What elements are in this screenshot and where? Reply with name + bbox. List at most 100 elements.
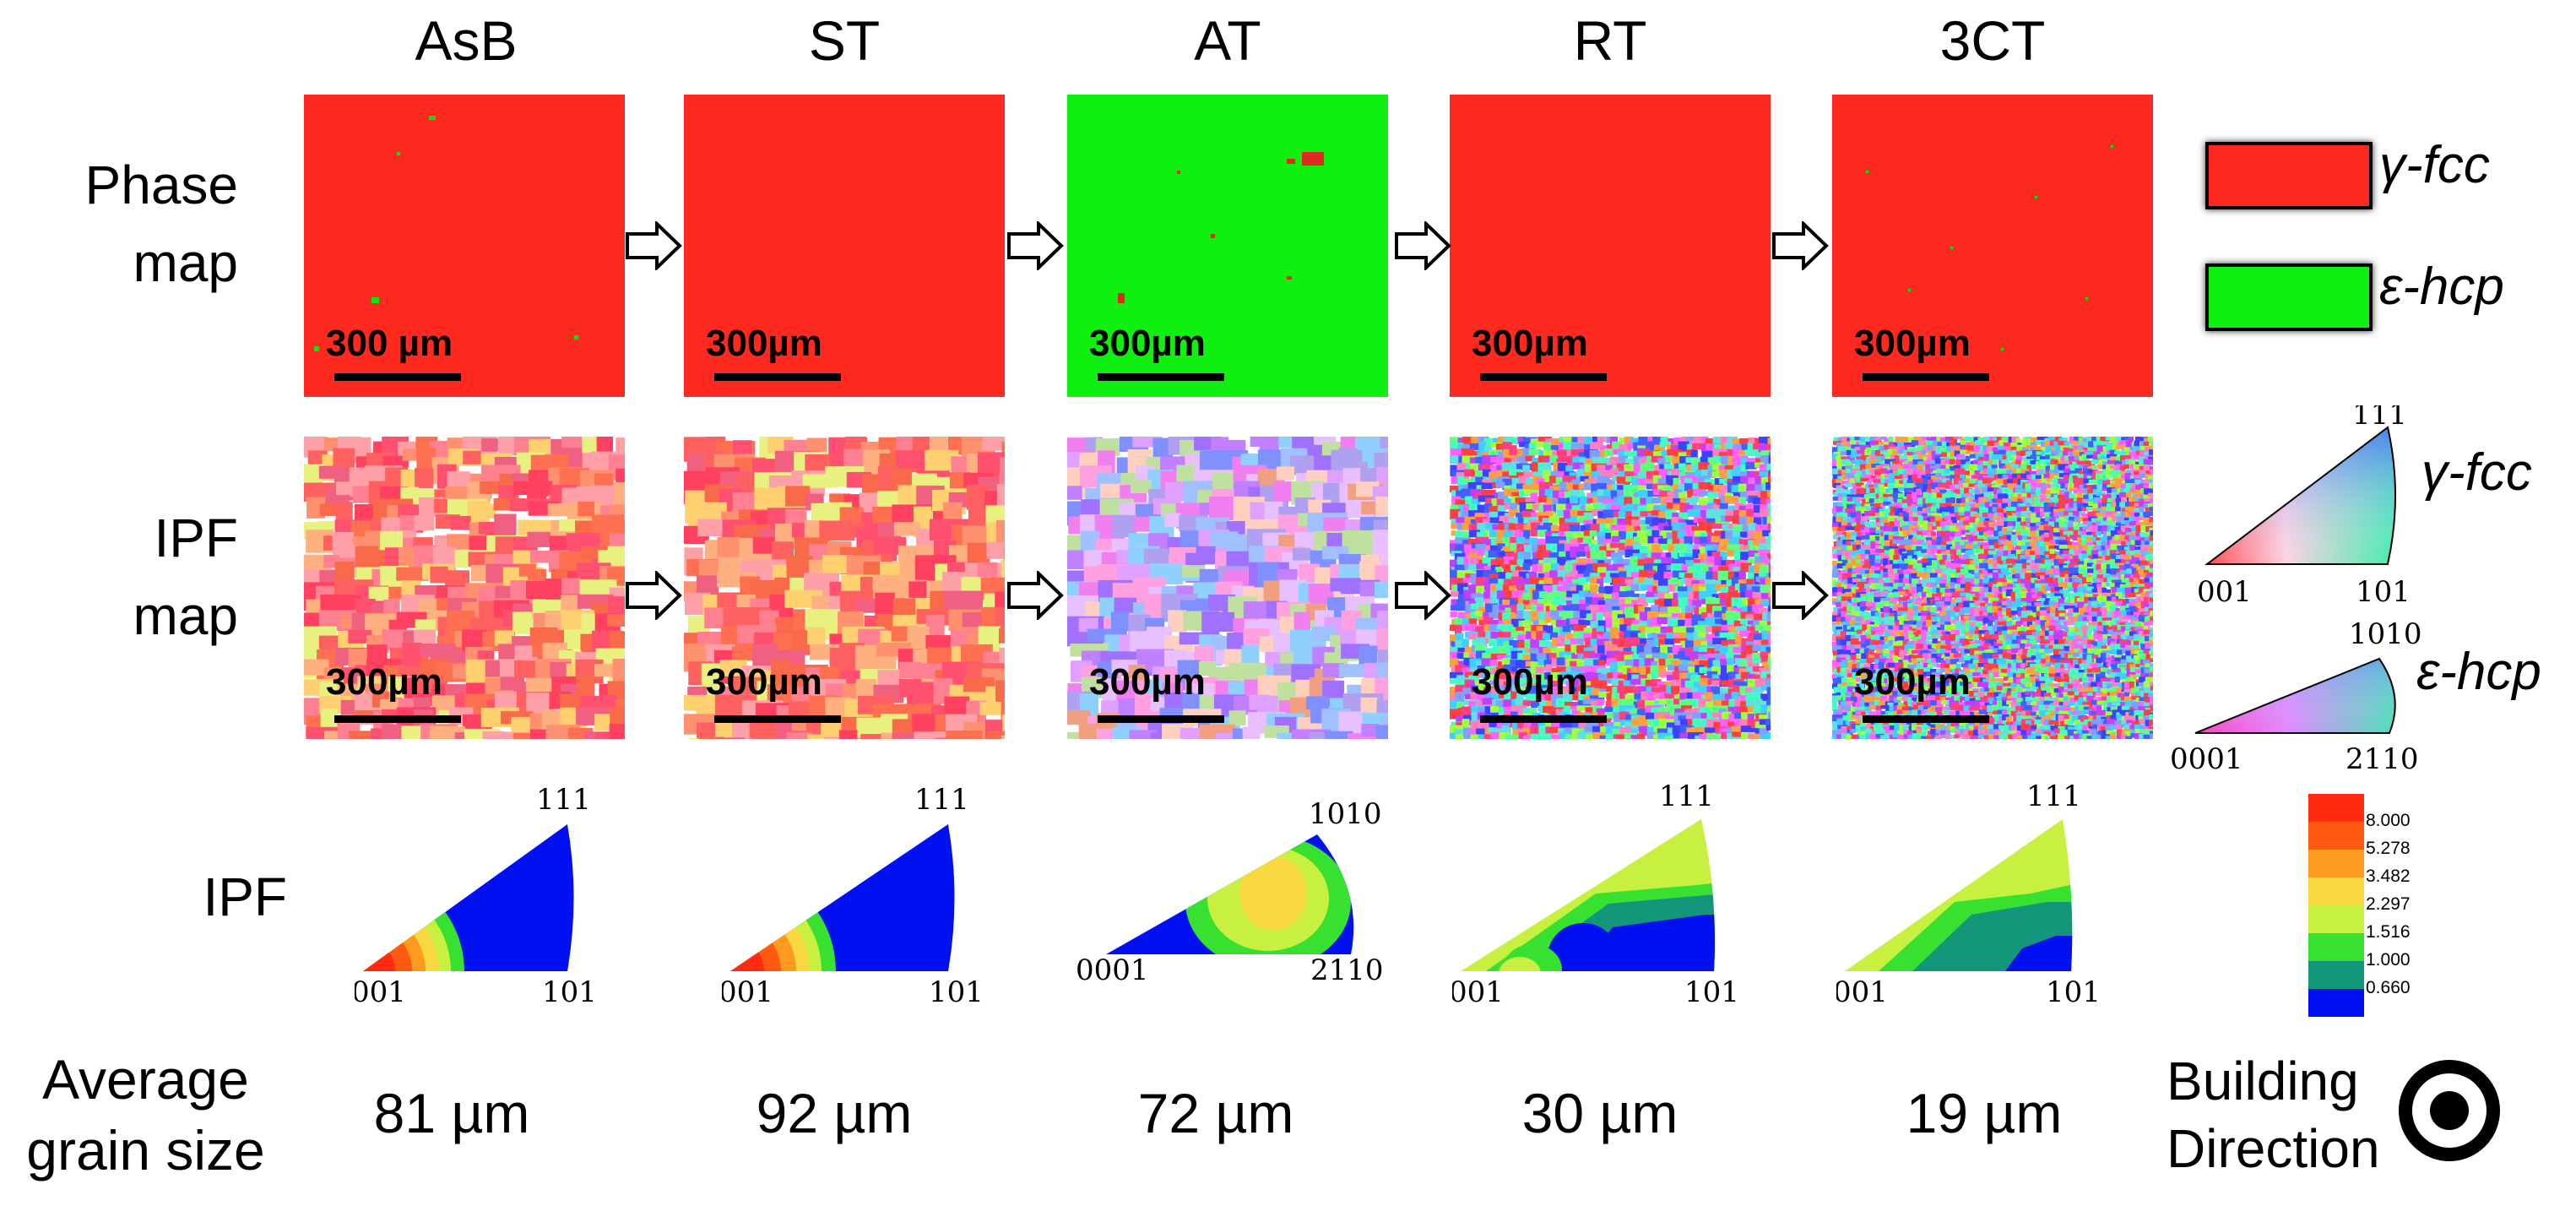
grain: [1944, 437, 1952, 444]
grain: [2149, 516, 2153, 524]
row-label-ipf: IPF: [203, 866, 287, 927]
grain: [1888, 526, 1899, 535]
grain: [1664, 593, 1673, 602]
grain: [1861, 530, 1866, 537]
grain: [1679, 719, 1694, 725]
grain: [2047, 521, 2055, 527]
grain: [1538, 591, 1548, 599]
grain: [2101, 550, 2107, 557]
grain: [1685, 714, 1694, 723]
grain: [1586, 671, 1595, 686]
grain: [1993, 442, 2003, 447]
grain: [1899, 459, 1908, 463]
grain: [1740, 562, 1752, 573]
grain: [1571, 720, 1581, 731]
grain: [607, 614, 625, 627]
grain: [1895, 479, 1903, 485]
grain: [2119, 502, 2129, 510]
grain: [2036, 521, 2043, 530]
grain: [1917, 530, 1923, 536]
grain: [1597, 489, 1608, 500]
grain: [2120, 483, 2128, 493]
grain: [1667, 492, 1677, 502]
grain: [1874, 535, 1883, 541]
grain: [1935, 450, 1943, 454]
grain: [1481, 482, 1493, 490]
grain: [2011, 501, 2024, 508]
grain: [2096, 492, 2107, 497]
grain: [1658, 658, 1669, 667]
grain: [2039, 546, 2048, 554]
grain: [1762, 530, 1771, 537]
grain: [1765, 677, 1771, 692]
grain: [1690, 449, 1698, 461]
grain: [1761, 630, 1771, 644]
grain: [1732, 530, 1741, 542]
grain: [1536, 550, 1549, 561]
grain: [1850, 454, 1863, 459]
grain: [1926, 540, 1937, 549]
grain: [893, 522, 921, 536]
grain: [1463, 727, 1472, 739]
grain: [1894, 454, 1900, 463]
grain: [1502, 546, 1518, 553]
grain: [1854, 459, 1863, 469]
grain: [1921, 475, 1932, 481]
grain: [1760, 524, 1771, 530]
grain: [1760, 454, 1771, 466]
grain: [2003, 545, 2009, 554]
grain: [1767, 523, 1771, 530]
grain: [1766, 464, 1771, 477]
grain: [1965, 475, 1971, 481]
grain: [1556, 688, 1568, 698]
grain: [2085, 507, 2092, 511]
grain: [320, 709, 338, 730]
grain: [2036, 451, 2044, 457]
grain: [1699, 490, 1714, 497]
grain: [1664, 497, 1679, 506]
grain: [1570, 509, 1583, 518]
grain: [1733, 685, 1741, 697]
grain: [2046, 478, 2053, 482]
grain: [1067, 550, 1084, 570]
grain: [2043, 506, 2054, 513]
grain: [2015, 521, 2025, 529]
grain: [1537, 478, 1551, 484]
grain: [1630, 632, 1642, 639]
grain: [1856, 511, 1862, 519]
grain: [1960, 468, 1966, 476]
grain: [1228, 710, 1246, 726]
grain: [1678, 597, 1689, 607]
grain: [2112, 521, 2118, 530]
grain: [1626, 525, 1638, 532]
grain: [512, 611, 533, 634]
grain: [2102, 530, 2109, 541]
grain: [1670, 680, 1685, 688]
grain: [2069, 478, 2074, 486]
grain: [1847, 518, 1857, 524]
grain: [1314, 455, 1333, 472]
row-label-ipfmap-line1: IPF: [154, 508, 238, 568]
grain: [1673, 698, 1684, 705]
grain: [1884, 508, 1890, 519]
grain: [1964, 437, 1970, 442]
grain: [1543, 522, 1553, 534]
grain: [1845, 482, 1852, 487]
grain: [2120, 541, 2126, 546]
grain: [1883, 501, 1891, 506]
grain: [1489, 611, 1505, 619]
grain: [1322, 482, 1340, 503]
grain: [1131, 480, 1152, 494]
grain: [1549, 475, 1557, 484]
grain: [1671, 619, 1680, 627]
grain: [1941, 526, 1949, 531]
grain: [1657, 518, 1667, 525]
grain: [1687, 591, 1698, 605]
grain: [1509, 448, 1523, 455]
grain: [1663, 463, 1674, 474]
grain: [1718, 566, 1729, 575]
grain: [1965, 524, 1971, 535]
grain: [1706, 443, 1722, 454]
grain: [1589, 530, 1597, 537]
grain: [1456, 633, 1464, 644]
